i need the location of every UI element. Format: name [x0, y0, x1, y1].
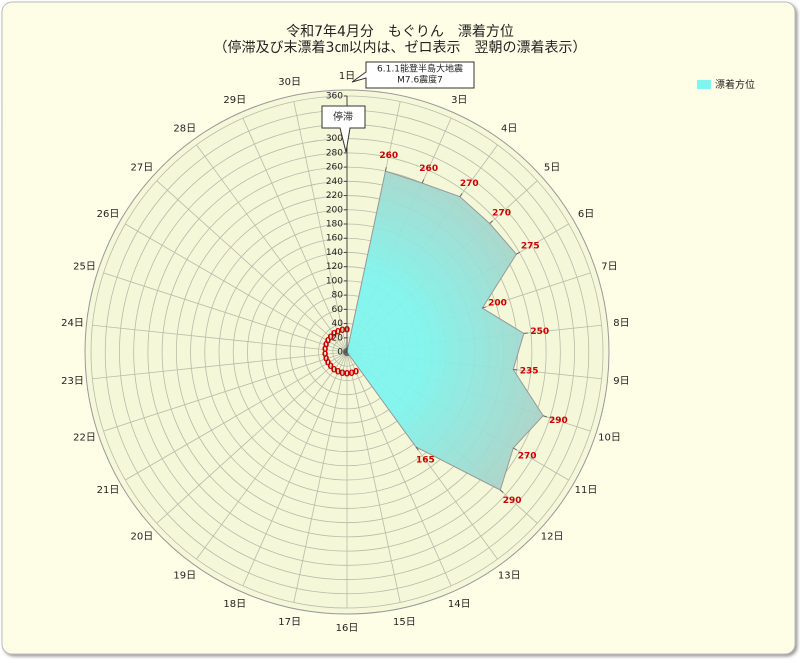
category-label: 21日: [97, 485, 120, 496]
y-tick-label: 100: [326, 276, 343, 286]
category-label: 17日: [278, 617, 301, 628]
category-label: 22日: [73, 432, 96, 443]
y-tick-label: 60: [332, 305, 344, 315]
y-tick-label: 180: [326, 220, 343, 230]
y-tick-label: 160: [326, 234, 343, 244]
chart-title: 令和7年4月分 もぐりん 漂着方位: [286, 24, 514, 40]
y-tick-label: 280: [326, 148, 343, 158]
category-label: 26日: [97, 209, 120, 220]
category-label: 20日: [131, 532, 154, 543]
category-label: 24日: [61, 318, 84, 329]
y-tick-label: 360: [326, 92, 343, 102]
y-tick-label: 120: [326, 262, 343, 272]
value-label: 270: [492, 208, 511, 218]
annotation-text: 6.1.1能登半島大地震: [377, 63, 463, 75]
y-tick-label: 300: [326, 134, 343, 144]
value-label: 270: [460, 179, 479, 189]
value-label: 250: [530, 327, 549, 337]
annotation-text: 停滞: [333, 110, 353, 123]
category-label: 1日: [339, 71, 355, 82]
y-tick-label: 220: [326, 191, 343, 201]
category-label: 25日: [73, 262, 96, 273]
value-label: 290: [503, 496, 522, 506]
y-tick-label: 40: [332, 319, 344, 329]
category-label: 16日: [336, 623, 359, 634]
annotation-text: M7.6震度7: [397, 74, 443, 86]
y-tick-label: 0: [337, 348, 343, 358]
y-tick-label: 240: [326, 177, 343, 187]
legend-label: 漂着方位: [715, 78, 755, 91]
category-label: 9日: [613, 376, 629, 387]
category-label: 15日: [393, 617, 416, 628]
category-label: 4日: [501, 124, 517, 135]
value-label: 290: [549, 416, 568, 426]
value-label: 165: [416, 455, 435, 465]
value-label: 275: [521, 242, 540, 252]
category-label: 10日: [598, 432, 621, 443]
value-label: 200: [488, 299, 507, 309]
y-tick-label: 260: [326, 163, 343, 173]
category-label: 11日: [575, 485, 598, 496]
annotation-quake: 6.1.1能登半島大地震 M7.6震度7: [352, 62, 474, 88]
category-label: 19日: [173, 570, 196, 581]
category-label: 8日: [613, 318, 629, 329]
category-label: 13日: [498, 570, 521, 581]
legend-swatch: [697, 80, 711, 89]
y-tick-label: 80: [332, 291, 344, 301]
category-label: 6日: [578, 209, 594, 220]
value-label: 260: [379, 151, 398, 161]
value-label: 235: [520, 367, 539, 377]
y-tick-label: 140: [326, 248, 343, 258]
category-label: 23日: [61, 376, 84, 387]
y-tick-label: 20: [332, 333, 344, 343]
category-label: 7日: [601, 262, 617, 273]
value-label: 260: [419, 164, 438, 174]
category-label: 29日: [223, 95, 246, 106]
category-label: 28日: [173, 124, 196, 135]
category-label: 3日: [451, 95, 467, 106]
category-label: 12日: [541, 532, 564, 543]
y-tick-label: 200: [326, 205, 343, 215]
category-label: 18日: [223, 599, 246, 610]
value-label: 270: [518, 452, 537, 462]
category-label: 27日: [131, 162, 154, 173]
category-label: 30日: [278, 77, 301, 88]
chart-subtitle: （停滞及び末漂着3㎝以内は、ゼロ表示 翌朝の漂着表示）: [214, 39, 587, 56]
category-label: 5日: [544, 162, 560, 173]
category-label: 14日: [448, 599, 471, 610]
